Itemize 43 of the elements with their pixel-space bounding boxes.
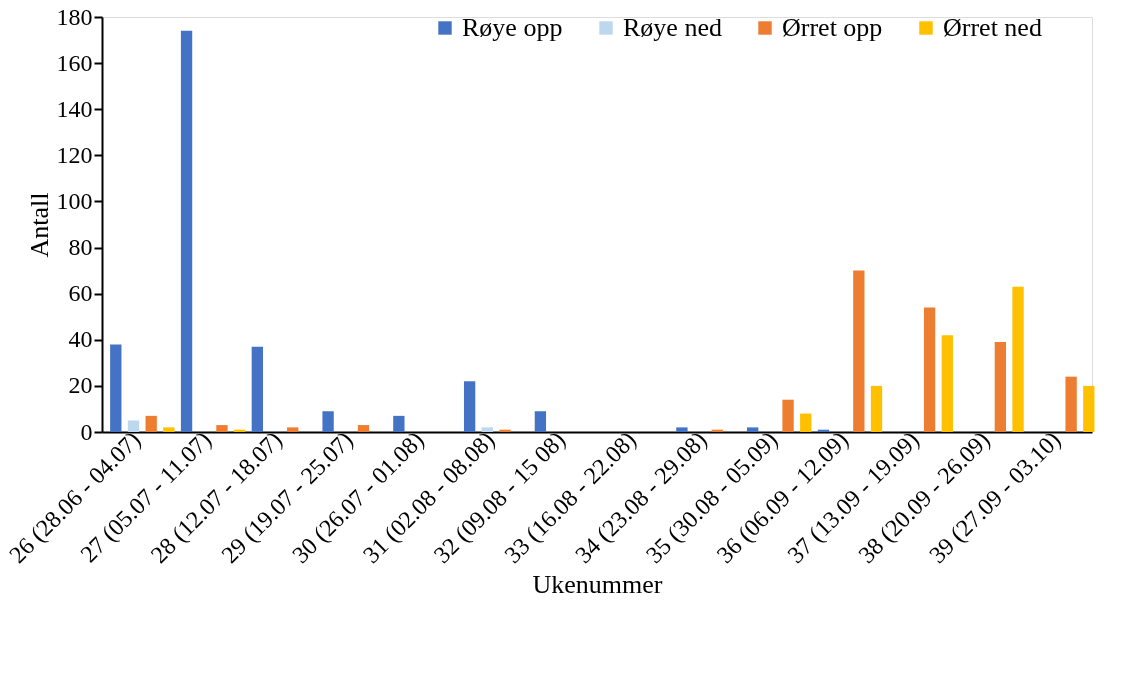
y-tick-label: 80 [68, 234, 93, 261]
y-tick-label: 0 [80, 418, 93, 445]
bar [499, 429, 511, 432]
bar [782, 399, 794, 432]
legend-label: Ørret ned [943, 13, 1042, 42]
bar [463, 381, 476, 432]
bar [923, 307, 936, 432]
y-tick-label: 160 [56, 49, 93, 76]
legend-label: Ørret opp [782, 13, 883, 42]
y-tick-label: 40 [68, 326, 93, 353]
bar [163, 427, 175, 432]
bar [127, 420, 140, 432]
y-tick-label: 20 [68, 372, 93, 399]
y-tick-label: 180 [56, 3, 93, 30]
bar [393, 415, 405, 432]
bar [216, 425, 228, 432]
bar [800, 413, 812, 432]
bar [110, 344, 122, 432]
bar [747, 427, 759, 432]
bar [180, 30, 193, 432]
bar [145, 415, 157, 432]
y-tick-label: 100 [56, 187, 93, 214]
bar [853, 270, 865, 432]
bar [994, 342, 1007, 432]
bar [941, 335, 953, 432]
legend-label: Røye ned [623, 13, 722, 42]
bar [357, 425, 370, 432]
bar [287, 427, 299, 432]
y-tick-label: 140 [56, 95, 93, 122]
bar [534, 411, 547, 432]
y-axis-title: Antall [24, 192, 54, 258]
bar [251, 346, 263, 432]
bar [870, 385, 883, 432]
legend-label: Røye opp [462, 13, 563, 42]
bar [676, 427, 688, 432]
y-tick-label: 120 [56, 141, 93, 168]
y-tick-label: 60 [68, 280, 93, 307]
bar [1083, 385, 1095, 432]
bar [1065, 376, 1077, 432]
bar [1012, 286, 1024, 432]
bar [322, 411, 334, 432]
bar [481, 427, 493, 432]
x-axis-title: Ukenummer [532, 570, 663, 600]
